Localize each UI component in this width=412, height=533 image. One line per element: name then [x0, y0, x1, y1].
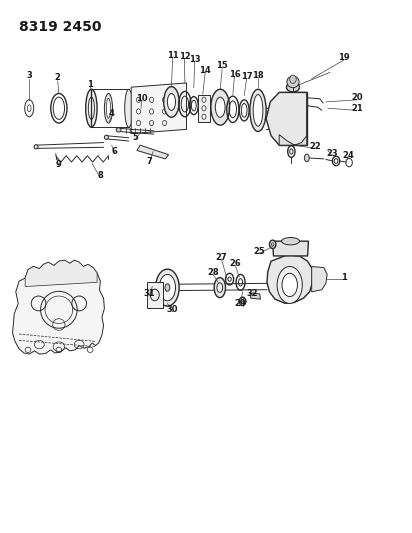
Ellipse shape [34, 144, 38, 149]
Polygon shape [279, 135, 307, 145]
Ellipse shape [159, 274, 176, 301]
Text: 2: 2 [55, 73, 61, 82]
Ellipse shape [286, 83, 300, 92]
Ellipse shape [104, 93, 112, 123]
Text: 5: 5 [132, 133, 138, 142]
Text: 32: 32 [246, 289, 258, 298]
Ellipse shape [211, 90, 229, 125]
Ellipse shape [215, 97, 225, 117]
Text: 15: 15 [216, 61, 228, 69]
Polygon shape [266, 92, 307, 145]
Text: 25: 25 [253, 247, 265, 256]
Ellipse shape [250, 90, 266, 132]
Ellipse shape [104, 135, 108, 140]
Text: 7: 7 [146, 157, 152, 166]
Ellipse shape [277, 266, 302, 303]
Bar [279, 92, 307, 145]
Ellipse shape [125, 90, 133, 127]
Polygon shape [12, 260, 104, 354]
Ellipse shape [156, 269, 179, 306]
Bar [147, 282, 162, 308]
Ellipse shape [116, 128, 121, 132]
Text: 19: 19 [338, 53, 350, 62]
Text: 9: 9 [56, 160, 62, 169]
Text: 6: 6 [112, 147, 117, 156]
Text: 24: 24 [342, 151, 354, 160]
Text: 27: 27 [215, 253, 227, 262]
Polygon shape [131, 83, 187, 134]
Text: 4: 4 [109, 109, 115, 118]
Text: 8: 8 [98, 171, 103, 180]
Polygon shape [273, 241, 309, 256]
Text: 10: 10 [136, 94, 147, 103]
Text: 31: 31 [143, 289, 155, 298]
Text: 13: 13 [189, 55, 200, 64]
Polygon shape [311, 266, 327, 292]
Ellipse shape [281, 238, 300, 245]
Text: 23: 23 [326, 149, 338, 158]
Polygon shape [137, 145, 169, 159]
Text: 3: 3 [26, 71, 32, 80]
Ellipse shape [290, 75, 296, 84]
Text: 12: 12 [178, 52, 190, 61]
Text: 22: 22 [309, 142, 321, 151]
Text: 18: 18 [252, 71, 264, 80]
Polygon shape [267, 255, 312, 303]
Polygon shape [250, 293, 260, 299]
Ellipse shape [217, 283, 222, 292]
Text: 1: 1 [87, 80, 93, 89]
Ellipse shape [165, 284, 170, 292]
Polygon shape [25, 260, 97, 287]
Bar [198, 94, 210, 122]
Text: 8319 2450: 8319 2450 [19, 20, 101, 34]
Text: 29: 29 [234, 299, 246, 308]
Text: 26: 26 [229, 259, 241, 268]
Text: 17: 17 [241, 72, 253, 81]
Ellipse shape [282, 273, 297, 296]
Ellipse shape [304, 154, 309, 161]
Text: 1: 1 [341, 272, 347, 281]
Ellipse shape [287, 76, 299, 88]
Ellipse shape [88, 97, 94, 119]
Text: 28: 28 [208, 268, 219, 277]
Ellipse shape [269, 240, 276, 248]
Ellipse shape [239, 297, 246, 305]
Text: 21: 21 [351, 104, 363, 113]
Text: 11: 11 [167, 51, 178, 60]
Ellipse shape [167, 93, 176, 110]
Ellipse shape [214, 278, 225, 297]
Text: 20: 20 [351, 93, 363, 102]
Ellipse shape [253, 94, 263, 126]
Text: 30: 30 [167, 305, 178, 314]
Text: 16: 16 [229, 70, 240, 79]
Ellipse shape [86, 90, 97, 127]
Text: 14: 14 [199, 66, 211, 75]
Ellipse shape [106, 98, 110, 118]
Ellipse shape [164, 87, 179, 117]
